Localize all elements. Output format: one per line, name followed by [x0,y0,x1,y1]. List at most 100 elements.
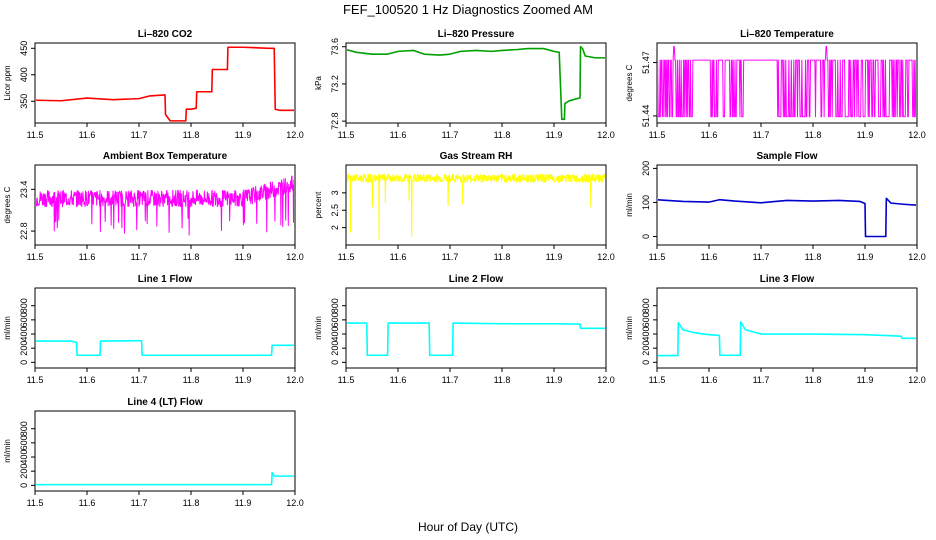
plot-frame [34,410,296,492]
x-tick-label: 11.9 [235,375,252,385]
y-tick-label: 600 [19,312,29,327]
x-tick-label: 11.9 [546,252,563,262]
panel-5: Gas Stream RH 11.5 11.6 11.7 11.8 11.9 12.0 2 2.… [314,151,615,262]
x-tick-label: 11.6 [701,252,718,262]
y-tick-label: 200 [19,341,29,356]
y-tick-label: 23.4 [19,181,29,199]
y-tick-label: 800 [19,298,29,313]
y-tick-label: 0 [19,360,29,365]
y-tick-label: 400 [19,327,29,342]
y-axis-label: degrees C [3,186,12,223]
x-tick-label: 11.9 [235,252,252,262]
x-tick-label: 12.0 [286,252,304,262]
y-tick-label: 72.8 [330,112,340,130]
x-tick-label: 11.7 [753,375,770,385]
y-tick-label: 73.2 [330,75,340,93]
y-tick-label: 600 [19,435,29,450]
x-tick-label: 11.6 [390,252,407,262]
panel-3: Li–820 Temperature 11.5 11.6 11.7 11.8 11.9 12… [625,29,926,140]
y-tick-label: 800 [19,421,29,436]
series-line-pressure [347,45,605,121]
panel-title: Ambient Box Temperature [103,151,228,162]
y-tick-label: 0 [19,483,29,488]
panel-8: Line 2 Flow 11.5 11.6 11.7 11.8 11.9 12.0 0 2004… [314,274,615,385]
x-tick-label: 11.6 [79,130,96,140]
x-tick-label: 11.8 [805,130,822,140]
y-tick-label: 51.44 [641,105,651,128]
plot-frame [345,42,607,124]
x-tick-label: 11.7 [131,252,148,262]
y-tick-label: 51.47 [641,51,651,74]
panel-title: Li–820 Pressure [438,29,515,40]
panel-7: Line 1 Flow 11.5 11.6 11.7 11.8 11.9 12.0 0 2004… [3,274,304,385]
y-tick-label: 400 [19,67,29,82]
x-tick-label: 11.8 [494,130,511,140]
series-line-line-3 [658,321,916,357]
y-axis-label: ml/min [3,439,12,463]
plot-frame [345,287,607,369]
y-tick-label: 22.8 [19,222,29,240]
x-tick-label: 11.7 [442,375,459,385]
x-tick-label: 12.0 [597,252,615,262]
x-tick-label: 11.8 [183,130,200,140]
series-line-box-temperature [36,175,294,236]
x-tick-label: 11.9 [235,130,252,140]
x-tick-label: 11.8 [183,498,200,508]
series-line-co2 [36,46,294,122]
y-tick-label: 3 [330,190,340,195]
y-tick-label: 0 [641,360,651,365]
y-axis-label: ml/min [625,316,634,340]
x-tick-label: 11.8 [805,252,822,262]
x-tick-label: 12.0 [286,130,304,140]
x-tick-label: 11.7 [442,130,459,140]
x-tick-label: 11.6 [79,498,96,508]
x-tick-label: 12.0 [908,130,926,140]
panel-title: Line 1 Flow [138,274,193,285]
y-axis-label: ml/min [3,316,12,340]
x-tick-label: 12.0 [908,252,926,262]
x-tick-label: 11.8 [183,252,200,262]
x-tick-label: 11.5 [338,375,355,385]
y-tick-label: 200 [330,341,340,356]
x-tick-label: 11.6 [390,130,407,140]
panel-title: Line 4 (LT) Flow [127,397,203,408]
y-tick-label: 200 [641,161,651,176]
plot-frame [656,287,918,369]
x-tick-label: 11.5 [27,375,44,385]
plot-frame [34,164,296,246]
plot-frame [656,42,918,124]
panel-title: Line 2 Flow [449,274,504,285]
panel-10: Line 4 (LT) Flow 11.5 11.6 11.7 11.8 11.9 12.0… [3,397,304,508]
y-tick-label: 400 [641,327,651,342]
series-line-rh [347,173,605,240]
plot-frame [34,42,296,124]
x-tick-label: 11.8 [805,375,822,385]
y-tick-label: 800 [330,298,340,313]
plot-frame [345,164,607,246]
panel-title: Li–820 CO2 [138,29,193,40]
y-tick-label: 100 [641,195,651,210]
x-tick-label: 12.0 [597,375,615,385]
x-tick-label: 11.9 [857,252,874,262]
y-tick-label: 200 [19,464,29,479]
figure-xlabel: Hour of Day (UTC) [418,520,518,534]
x-tick-label: 11.7 [131,498,148,508]
x-tick-label: 11.6 [701,130,718,140]
x-tick-label: 11.5 [649,375,666,385]
plot-frame [656,164,918,246]
x-tick-label: 11.7 [753,130,770,140]
y-axis-label: Licor ppm [3,65,12,100]
x-tick-label: 11.5 [27,498,44,508]
x-tick-label: 11.5 [338,130,355,140]
y-tick-label: 400 [19,450,29,465]
y-tick-label: 73.6 [330,38,340,56]
plot-frame [34,287,296,369]
figure-title: FEF_100520 1 Hz Diagnostics Zoomed AM [343,2,593,17]
x-tick-label: 11.5 [649,252,666,262]
x-tick-label: 11.9 [857,375,874,385]
y-axis-label: degrees C [625,64,634,101]
x-tick-label: 11.8 [494,252,511,262]
x-tick-label: 11.8 [183,375,200,385]
series-line-line-1 [36,339,294,357]
